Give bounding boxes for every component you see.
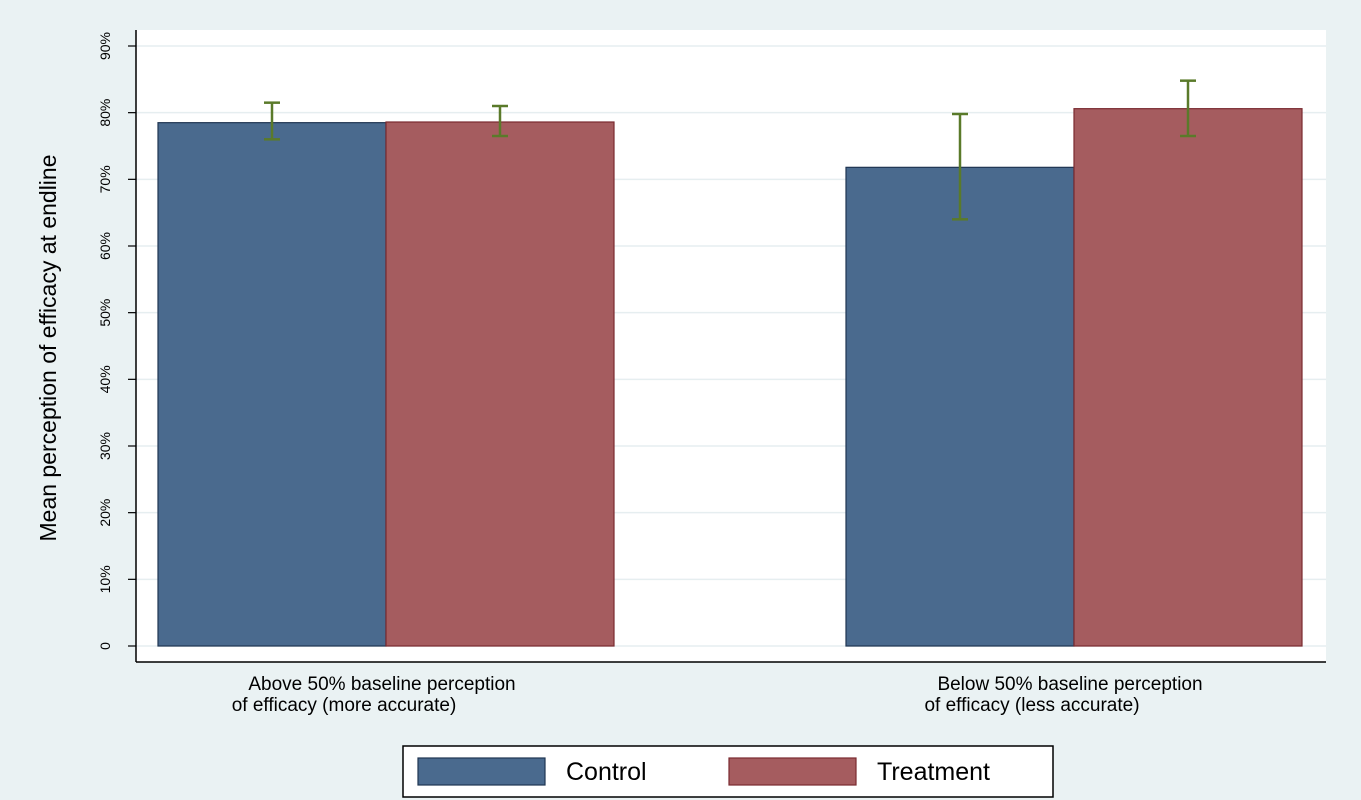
error-bar	[952, 112, 968, 221]
bar-control	[157, 122, 387, 647]
y-ticks: 0 10% 20% 30% 40% 50% 60% 70% 80% 90%	[97, 32, 136, 650]
legend-label-control: Control	[566, 758, 647, 786]
legend-swatch-treatment	[728, 757, 857, 786]
bars	[157, 108, 1303, 647]
error-bar	[264, 101, 280, 141]
y-axis-label: Mean perception of efficacy at endline	[35, 155, 61, 542]
bar-control	[845, 166, 1075, 647]
y-tick-label: 60%	[97, 232, 113, 260]
y-tick-label: 10%	[97, 565, 113, 593]
legend-label-treatment: Treatment	[877, 758, 990, 786]
y-tick-label: 30%	[97, 432, 113, 460]
y-tick-label: 50%	[97, 299, 113, 327]
error-bar	[492, 104, 508, 138]
bar-treatment	[1073, 108, 1303, 647]
x-category-label: Above 50% baseline perception	[248, 674, 515, 695]
y-tick-label: 40%	[97, 365, 113, 393]
y-tick-label: 80%	[97, 99, 113, 127]
legend-swatch-control	[417, 757, 546, 786]
y-tick-label: 20%	[97, 499, 113, 527]
bar-treatment	[385, 121, 615, 647]
legend: Control Treatment	[402, 745, 1054, 798]
y-tick-label: 0	[97, 642, 113, 650]
error-bars	[264, 79, 1196, 221]
x-category-label: of efficacy (less accurate)	[924, 695, 1139, 716]
x-category-label: of efficacy (more accurate)	[232, 695, 457, 716]
y-tick-label: 90%	[97, 32, 113, 60]
error-bar	[1180, 79, 1196, 138]
x-category-label: Below 50% baseline perception	[937, 674, 1202, 695]
y-tick-label: 70%	[97, 165, 113, 193]
